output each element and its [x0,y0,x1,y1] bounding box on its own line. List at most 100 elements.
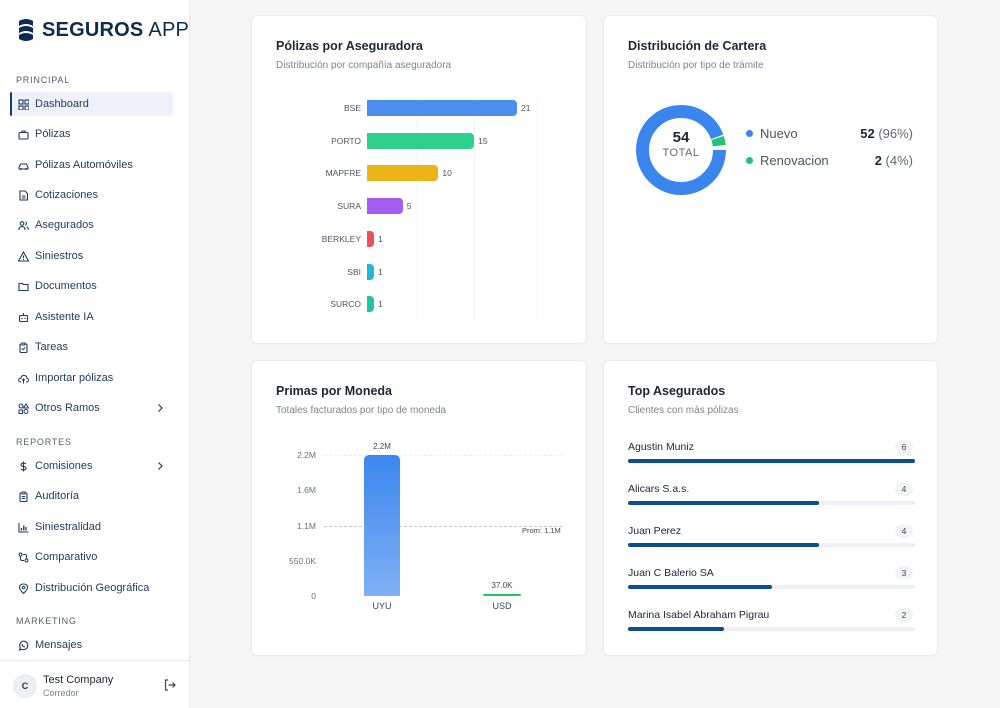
sidebar-footer: C Test Company Corredor [0,660,189,708]
sidebar-item-polizas-automoviles[interactable]: Pólizas Automóviles [10,153,173,177]
sidebar-item-label: Cotizaciones [35,189,98,201]
shapes-icon [18,402,29,414]
whatsapp-icon [18,640,29,651]
car-icon [18,160,29,171]
count-badge: 2 [895,608,913,622]
sidebar-item-label: Comparativo [35,551,98,563]
bar-porto[interactable] [367,132,475,149]
sidebar-item-label: Otros Ramos [35,402,100,414]
legend-dot [746,130,753,137]
card-title: Pólizas por Aseguradora [276,39,423,53]
bar-berkley[interactable] [367,230,375,247]
document-icon [18,189,29,201]
cloud-upload-icon [18,373,29,384]
bar-category-label: BERKLEY [321,233,361,244]
donut-total-label: TOTAL [662,147,700,159]
card-primas-moneda: Primas por Moneda Totales facturados por… [251,360,587,656]
chevron-right-icon[interactable] [155,401,165,415]
sidebar-item-dashboard[interactable]: Dashboard [10,92,173,116]
card-top-asegurados: Top Asegurados Clientes con más pólizas … [603,360,938,656]
bar-value-label: 5 [406,201,412,212]
bar-category-label: SURA [337,201,361,212]
sidebar-item-documentos[interactable]: Documentos [10,274,173,298]
bar-surco[interactable] [367,296,375,313]
sidebar-item-label: Mensajes [35,639,83,651]
card-subtitle: Totales facturados por tipo de moneda [276,405,447,416]
clipboard-list-icon [18,491,29,502]
sidebar-item-distribucion-geografica[interactable]: Distribución Geográfica [10,576,173,600]
progress-track [628,459,915,463]
alert-triangle-icon [18,250,29,262]
sidebar-item-auditoria[interactable]: Auditoría [10,484,173,508]
sidebar-item-siniestralidad[interactable]: Siniestralidad [10,515,173,539]
bar-mapfre[interactable] [367,165,439,182]
brand-logo[interactable]: SEGUROS APP [16,17,189,43]
chevron-right-icon[interactable] [155,459,165,473]
average-label: Prom: 1.1M [522,526,561,535]
legend-dot [746,157,753,164]
progress-track [628,585,915,589]
sidebar-item-cotizaciones[interactable]: Cotizaciones [10,183,173,207]
grid-line [474,98,475,320]
bar-uyu[interactable] [364,455,400,596]
legend-count: 2 [874,153,882,168]
bar-value-label: 1 [378,233,383,244]
folder-icon [18,281,29,292]
sidebar-item-polizas[interactable]: Pólizas [10,122,173,146]
sidebar-item-label: Importar pólizas [35,372,114,384]
cartera-donut-chart [636,105,726,195]
sidebar-item-tareas[interactable]: Tareas [10,335,173,359]
logout-icon[interactable] [163,678,177,692]
count-badge: 6 [895,440,913,454]
card-subtitle: Distribución por tipo de trámite [628,60,764,71]
sidebar-item-label: Dashboard [35,98,89,110]
donut-total-value: 54 [672,129,690,146]
average-line [324,525,562,527]
sidebar-item-asegurados[interactable]: Asegurados [10,213,173,237]
sidebar-item-label: Siniestros [35,250,84,262]
card-title: Primas por Moneda [276,384,392,398]
legend-value: 52 (96%) [860,126,913,141]
count-badge: 4 [895,482,913,496]
brand-name: SEGUROS [42,19,144,41]
bar-category-label: BSE [343,103,361,113]
bar-category-label: PORTO [331,135,361,146]
sidebar-item-comisiones[interactable]: Comisiones [10,454,173,478]
brand-suffix: APP [148,19,190,41]
bar-sura[interactable] [367,198,403,215]
sidebar-item-importar-polizas[interactable]: Importar pólizas [10,366,173,390]
y-tick-label: 0 [311,591,316,601]
sidebar-item-label: Pólizas Automóviles [35,159,133,171]
bar-value-label: 15 [478,135,488,146]
sidebar-item-otros-ramos[interactable]: Otros Ramos [10,396,173,420]
legend-percent: (4%) [885,153,913,168]
donut-slice-nuevo[interactable] [636,105,726,195]
card-polizas-aseguradora: Pólizas por Aseguradora Distribución por… [251,15,587,344]
bar-bse[interactable] [367,100,517,116]
sidebar-item-siniestros[interactable]: Siniestros [10,244,173,268]
sidebar-item-comparativo[interactable]: Comparativo [10,545,173,569]
y-tick-label: 1.1M [297,520,316,531]
user-role: Corredor [43,688,79,698]
bar-value-label: 1 [378,299,383,310]
sidebar-item-label: Auditoría [35,490,80,502]
legend-name: Renovacion [760,153,829,168]
bar-category-label: MAPFRE [325,168,361,179]
avatar[interactable]: C [13,674,37,698]
robot-icon [18,312,29,323]
bar-category-label: SURCO [330,299,361,310]
brand-icon [19,19,33,41]
section-marketing: MARKETING [16,616,77,626]
sidebar-item-mensajes[interactable]: Mensajes [10,633,173,657]
bar-sbi[interactable] [367,263,375,280]
sidebar-item-label: Distribución Geográfica [35,582,150,594]
sidebar-item-label: Siniestralidad [35,521,102,533]
count-badge: 3 [895,566,913,580]
bar-usd[interactable] [483,593,521,596]
asegurado-name: Juan C Balerio SA [628,567,714,579]
sidebar-item-label: Documentos [35,280,97,292]
company-name: Test Company [43,674,114,686]
sidebar-item-asistente-ia[interactable]: Asistente IA [10,305,173,329]
count-badge: 4 [895,524,913,538]
grid-icon [18,98,29,110]
